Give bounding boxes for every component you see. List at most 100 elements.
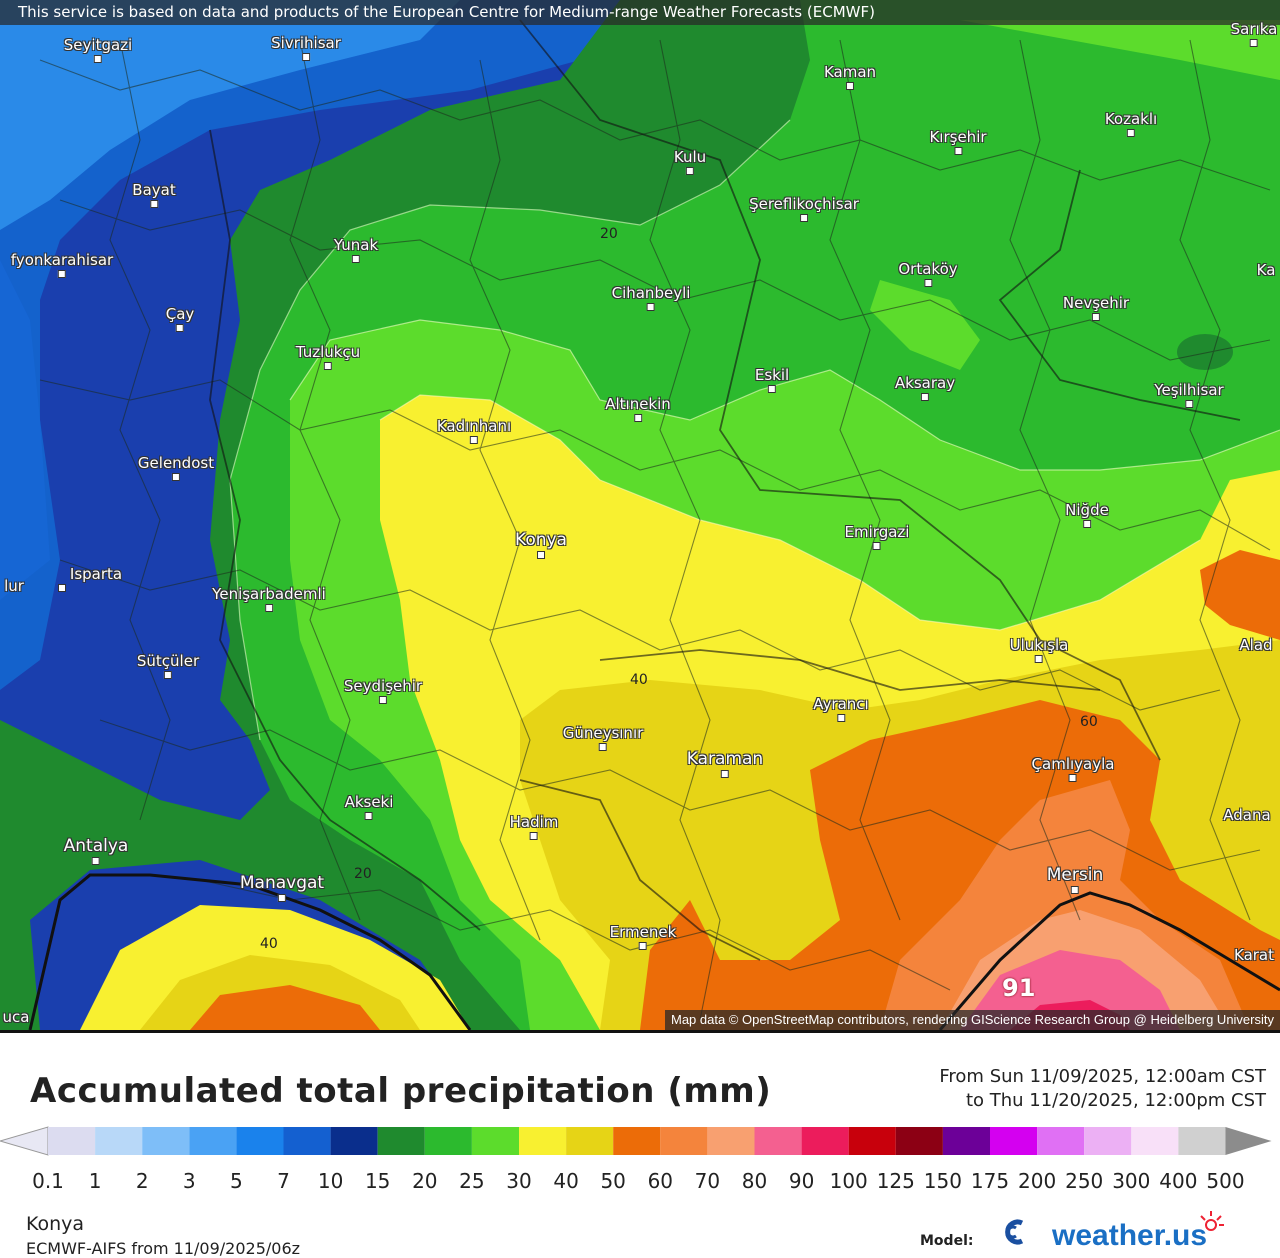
color-swatch: [377, 1127, 425, 1155]
city-yunak[interactable]: Yunak: [334, 236, 378, 263]
city-isparta[interactable]: Isparta: [69, 565, 123, 583]
city-uca[interactable]: uca: [2, 1008, 30, 1026]
contour-label-40-south: 40: [260, 936, 278, 952]
color-swatch: [471, 1127, 519, 1155]
city-tuzlukcu[interactable]: Tuzlukçu: [296, 343, 360, 370]
isparta-marker: [58, 584, 66, 592]
color-swatch: [519, 1127, 567, 1155]
city-mersin[interactable]: Mersin: [1047, 865, 1103, 894]
city-guneysinir[interactable]: Güneysınır: [563, 724, 643, 751]
color-bar: [0, 1126, 1272, 1156]
valid-to: to Thu 11/20/2025, 12:00pm CST: [965, 1090, 1266, 1111]
city-sarika[interactable]: Sarıka: [1231, 20, 1277, 47]
color-swatch: [1131, 1127, 1179, 1155]
city-konya[interactable]: Konya: [515, 530, 567, 559]
city-altinekin[interactable]: Altınekin: [605, 395, 671, 422]
city-yesilhisar[interactable]: Yeşilhisar: [1154, 381, 1224, 408]
city-kulu[interactable]: Kulu: [674, 148, 706, 175]
color-swatch: [424, 1127, 472, 1155]
city-ayranci[interactable]: Ayrancı: [813, 695, 869, 722]
city-kaman[interactable]: Kaman: [824, 63, 876, 90]
district-borders: [39, 39, 1271, 1021]
city-adana[interactable]: Adana: [1223, 806, 1271, 824]
city-lur[interactable]: lur: [4, 577, 24, 595]
tick-label: 30: [506, 1169, 532, 1193]
color-swatch: [895, 1127, 943, 1155]
color-swatch: [754, 1127, 802, 1155]
city-sivrihisar[interactable]: Sivrihisar: [271, 34, 341, 61]
city-kozakli[interactable]: Kozaklı: [1105, 110, 1157, 137]
city-ermenek[interactable]: Ermenek: [610, 923, 676, 950]
color-bar-min-arrow: [0, 1126, 49, 1156]
precipitation-fields: [0, 0, 1280, 1030]
precipitation-map[interactable]: This service is based on data and produc…: [0, 0, 1280, 1030]
color-swatch: [142, 1127, 190, 1155]
city-emirgazi[interactable]: Emirgazi: [845, 523, 909, 550]
tick-label: 15: [364, 1169, 391, 1193]
osm-attribution[interactable]: Map data © OpenStreetMap contributors, r…: [664, 1010, 1280, 1030]
contour-label-20-south: 20: [354, 866, 372, 882]
color-swatch: [236, 1127, 284, 1155]
city-nigde[interactable]: Niğde: [1065, 501, 1109, 528]
city-ulukisla[interactable]: Ulukışla: [1010, 636, 1068, 663]
color-swatch: [95, 1127, 143, 1155]
contour-label-40: 40: [630, 672, 648, 688]
city-ka[interactable]: Ka: [1256, 261, 1276, 279]
tick-label: 2: [135, 1169, 149, 1193]
tick-label: 10: [317, 1169, 344, 1193]
sun-icon: [1200, 1211, 1224, 1231]
city-eskil[interactable]: Eskil: [755, 366, 789, 393]
city-yenisarbademli[interactable]: Yenişarbademli: [212, 585, 326, 612]
model-label: Model:: [920, 1233, 974, 1249]
max-value-label: 91: [1002, 974, 1036, 1002]
tick-label: 50: [600, 1169, 626, 1193]
city-cihanbeyli[interactable]: Cihanbeyli: [612, 284, 690, 311]
tick-label: 70: [694, 1169, 721, 1193]
city-akseki[interactable]: Akseki: [345, 793, 393, 820]
city-karaman[interactable]: Karaman: [687, 749, 763, 778]
tick-label: 60: [647, 1169, 674, 1193]
tick-label: 125: [876, 1169, 915, 1193]
city-manavgat[interactable]: Manavgat: [240, 873, 324, 902]
tick-label: 5: [230, 1169, 243, 1193]
weather-us-logo[interactable]: weather.us: [996, 1211, 1266, 1252]
ecmwf-logo-icon: [1005, 1219, 1024, 1245]
color-bar-max-arrow: [1225, 1127, 1272, 1155]
tick-label: 175: [970, 1169, 1010, 1193]
color-swatch: [1178, 1127, 1226, 1155]
tick-label: 150: [923, 1169, 962, 1193]
city-alad[interactable]: Alad: [1239, 636, 1273, 654]
tick-label: 90: [788, 1169, 815, 1193]
city-bayat[interactable]: Bayat: [132, 181, 176, 208]
color-swatch: [801, 1127, 849, 1155]
city-ortakoy[interactable]: Ortaköy: [898, 260, 958, 287]
city-kadinhani[interactable]: Kadınhanı: [437, 417, 511, 444]
tick-label: 1: [88, 1169, 102, 1193]
city-antalya[interactable]: Antalya: [64, 836, 128, 865]
tick-label: 80: [741, 1169, 768, 1193]
contour-label-60: 60: [1080, 714, 1098, 730]
city-nevsehir[interactable]: Nevşehir: [1063, 294, 1129, 321]
color-swatch: [1084, 1127, 1132, 1155]
contour-label-20: 20: [600, 226, 618, 242]
city-karat[interactable]: Karat: [1233, 946, 1275, 964]
city-gelendost[interactable]: Gelendost: [138, 454, 214, 481]
color-swatch: [613, 1127, 661, 1155]
city-cay[interactable]: Çay: [166, 305, 194, 332]
city-seyitgazi[interactable]: Seyitgazi: [64, 36, 132, 63]
city-hadim[interactable]: Hadim: [510, 813, 558, 840]
color-swatch: [942, 1127, 990, 1155]
coastline-west: [28, 873, 472, 1030]
field-5-7: [0, 0, 460, 230]
city-sutculer[interactable]: Sütçüler: [137, 652, 199, 679]
city-aksaray[interactable]: Aksaray: [895, 374, 955, 401]
city-sereflikochisar[interactable]: Şereflikoçhisar: [749, 195, 859, 222]
tick-label: 40: [553, 1169, 579, 1193]
tick-label: 100: [829, 1169, 868, 1193]
city-seydisehir[interactable]: Seydişehir: [344, 677, 422, 704]
color-swatch: [566, 1127, 614, 1155]
city-camliyayla[interactable]: Çamlıyayla: [1032, 755, 1114, 782]
city-kirsehir[interactable]: Kırşehir: [929, 128, 987, 155]
tick-label: 400: [1159, 1169, 1198, 1193]
city-afyonkarahisar[interactable]: fyonkarahisar: [11, 251, 113, 278]
